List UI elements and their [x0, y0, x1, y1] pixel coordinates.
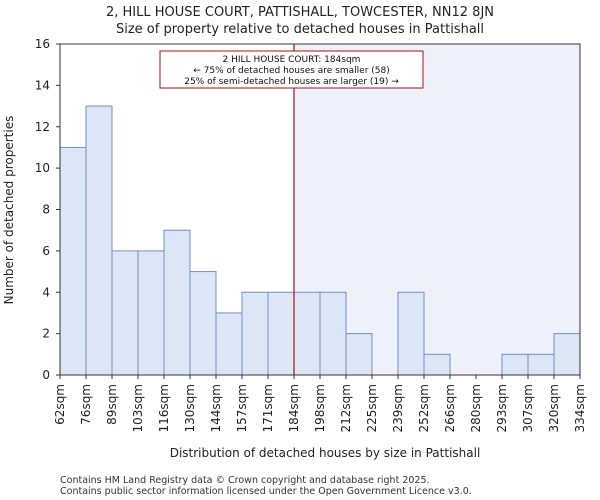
bar-198sqm [319, 291, 347, 376]
bar-89sqm [111, 250, 139, 376]
x-tick-label-225sqm: 225sqm [365, 384, 379, 432]
footer-line-2: Contains public sector information licen… [60, 486, 472, 497]
bar-116sqm [163, 229, 191, 376]
x-tick-label-89sqm: 89sqm [105, 384, 119, 425]
x-tick-label-76sqm: 76sqm [79, 384, 93, 425]
annotation-line-2: ← 75% of detached houses are smaller (58… [193, 66, 390, 76]
plot-frame [59, 43, 581, 376]
y-tick-label: 4 [42, 285, 50, 299]
y-tick-label: 14 [35, 78, 50, 92]
x-tick-label-320sqm: 320sqm [547, 384, 561, 432]
x-axis: 62sqm 76sqm 89sqm 103sqm 116sqm 130sqm 144sqm 1… [53, 375, 587, 432]
bar-103sqm [137, 250, 165, 376]
x-tick-label-266sqm: 266sqm [443, 384, 457, 432]
x-tick-label-252sqm: 252sqm [417, 384, 431, 432]
footer-line-1: Contains HM Land Registry data © Crown c… [60, 475, 430, 486]
chart-title: 2, HILL HOUSE COURT, PATTISHALL, TOWCEST… [106, 5, 494, 20]
x-tick-label-239sqm: 239sqm [391, 384, 405, 432]
chart-subtitle: Size of property relative to detached ho… [116, 22, 484, 37]
bar-307sqm [527, 353, 555, 376]
annotation-line-3: 25% of semi-detached houses are larger (… [184, 77, 399, 87]
bar-184sqm [293, 291, 321, 376]
x-tick-label-144sqm: 144sqm [209, 384, 223, 432]
bar-76sqm [85, 105, 113, 376]
x-tick-label-198sqm: 198sqm [313, 384, 327, 432]
bar-62sqm [59, 146, 87, 376]
x-tick-label-184sqm: 184sqm [287, 384, 301, 432]
x-tick-label-62sqm: 62sqm [53, 384, 67, 425]
bar-212sqm [345, 333, 373, 376]
x-tick-label-334sqm: 334sqm [573, 384, 587, 432]
y-tick-label: 8 [42, 203, 50, 217]
x-axis-label: Distribution of detached houses by size … [170, 446, 481, 460]
x-tick-label-212sqm: 212sqm [339, 384, 353, 432]
y-tick-label: 6 [42, 244, 50, 258]
y-tick-label: 2 [42, 327, 50, 341]
bar-144sqm [215, 312, 243, 376]
bar-171sqm [267, 291, 295, 376]
bar-293sqm [501, 353, 529, 376]
x-tick-label-307sqm: 307sqm [521, 384, 535, 432]
x-tick-label-293sqm: 293sqm [495, 384, 509, 432]
annotation-line-1: 2 HILL HOUSE COURT: 184sqm [223, 55, 361, 65]
y-tick-label: 12 [35, 120, 50, 134]
annotation-box: 2 HILL HOUSE COURT: 184sqm ← 75% of deta… [159, 50, 424, 89]
x-tick-label-130sqm: 130sqm [183, 384, 197, 432]
bars [59, 105, 581, 376]
x-tick-label-116sqm: 116sqm [157, 384, 171, 432]
y-axis: 0 2 4 6 8 10 12 14 16 [35, 37, 60, 382]
bar-130sqm [189, 271, 217, 376]
y-axis-label: Number of detached properties [2, 116, 16, 305]
annotation-frame [159, 50, 424, 89]
bar-320sqm [553, 333, 581, 376]
bar-252sqm [423, 353, 451, 376]
y-tick-label: 10 [35, 161, 50, 175]
x-tick-label-280sqm: 280sqm [469, 384, 483, 432]
x-tick-label-157sqm: 157sqm [235, 384, 249, 432]
x-tick-label-171sqm: 171sqm [261, 384, 275, 432]
y-tick-label: 16 [35, 37, 50, 51]
x-tick-label-103sqm: 103sqm [131, 384, 145, 432]
bar-157sqm [241, 291, 269, 376]
y-tick-label: 0 [42, 368, 50, 382]
bar-239sqm [397, 291, 425, 376]
